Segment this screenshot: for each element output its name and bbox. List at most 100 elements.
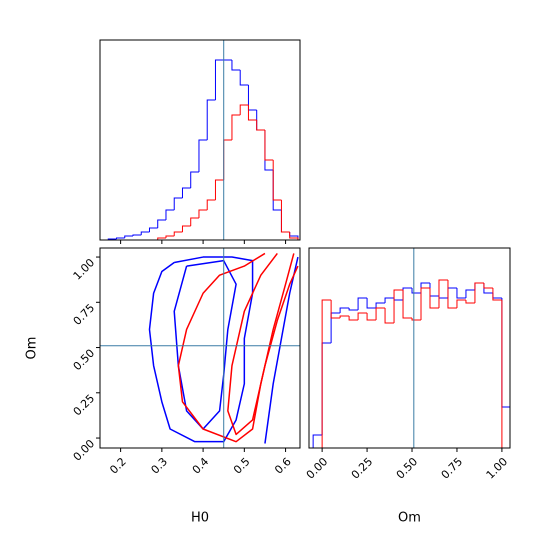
hist-step [214, 179, 224, 200]
hist-step [132, 234, 142, 236]
x-tick-label: 0.5 [231, 455, 253, 477]
hist-step [348, 316, 359, 321]
x-axis-label: H0 [191, 511, 209, 526]
hist-step [456, 299, 466, 308]
x-tick-label: 0.00 [304, 455, 331, 482]
hist-step [420, 287, 430, 320]
hist-step [124, 235, 133, 238]
hist-step [501, 300, 510, 448]
plot-area [312, 248, 510, 448]
contour [227, 252, 299, 436]
hist-step [256, 120, 265, 131]
hist-step [289, 232, 299, 240]
hist-step [330, 300, 341, 319]
hist-step [231, 60, 241, 71]
hist-step [339, 307, 350, 313]
hist-step [438, 296, 448, 299]
hist-step [264, 130, 274, 161]
hist-step [375, 307, 386, 320]
hist-step [256, 110, 265, 131]
hist-step [411, 288, 422, 294]
x-axis-label: Om [398, 511, 421, 526]
y-tick-label: 0.25 [71, 392, 98, 419]
contour [148, 256, 254, 443]
y-tick-label: 0.00 [71, 437, 98, 464]
x-tick-label: 0.25 [349, 455, 376, 482]
y-axis-label: Om [25, 337, 40, 360]
hist-step [157, 219, 166, 228]
x-tick-label: 1.00 [484, 455, 511, 482]
hist-step [280, 200, 290, 233]
hist-step [474, 282, 484, 290]
hist-step [264, 130, 274, 171]
x-tick-label: 0.3 [149, 455, 171, 477]
hist-step [456, 288, 466, 299]
hist-step [165, 235, 175, 238]
hist-step [393, 289, 404, 323]
frame [99, 39, 301, 241]
hist-step [181, 225, 191, 232]
hist-step [312, 434, 323, 448]
hist-step [429, 288, 439, 309]
hist-step [223, 139, 232, 180]
hist-step [492, 288, 502, 301]
plot-area [100, 248, 300, 448]
y-tick-label: 1.00 [71, 256, 98, 283]
hist-step [339, 315, 350, 318]
hist-step [474, 282, 484, 303]
hist-step [173, 231, 183, 236]
hist-step [148, 227, 158, 232]
hist-step [447, 280, 457, 309]
hist-step [366, 298, 377, 309]
hist-step [206, 199, 216, 210]
hist-step [181, 187, 191, 198]
hist-step [272, 160, 282, 201]
hist-step [115, 237, 125, 239]
hist-step [429, 283, 439, 297]
hist-step [402, 290, 413, 319]
hist-step [239, 104, 249, 115]
hist-step [247, 85, 257, 111]
hist-step [165, 209, 175, 220]
hist-step [247, 105, 257, 121]
hist-step [492, 293, 502, 299]
hist-step [411, 318, 422, 321]
hist-step [483, 283, 493, 289]
x-tick-label: 0.6 [272, 455, 294, 477]
hist-step [190, 217, 199, 226]
hist-step [402, 287, 413, 300]
contour [177, 252, 295, 443]
hist-step [280, 210, 290, 233]
contour [264, 256, 299, 444]
hist-step [214, 59, 224, 100]
hist-step [366, 313, 377, 321]
hist-step [272, 170, 282, 211]
hist-step [231, 114, 241, 140]
hist-step [198, 209, 208, 218]
x-tick-label: 0.4 [190, 455, 212, 477]
hist-step [173, 197, 183, 210]
hist-step [321, 299, 332, 448]
hist-step [384, 308, 395, 324]
hist-step [157, 237, 166, 240]
hist-step [375, 302, 386, 308]
hist-step [198, 139, 208, 172]
hist-step [239, 70, 249, 86]
x-tick-label: 0.2 [107, 455, 129, 477]
x-tick-label: 0.75 [439, 455, 466, 482]
hist-step [190, 171, 199, 188]
plot-area [100, 40, 299, 240]
hist-step [384, 297, 395, 303]
hist-step [321, 342, 332, 435]
hist-step [465, 300, 475, 304]
hist-step [438, 279, 448, 308]
y-tick-label: 0.50 [71, 347, 98, 374]
hist-step [289, 232, 299, 240]
hist-step [140, 231, 150, 235]
hist-step [357, 312, 368, 320]
y-tick-label: 0.75 [71, 301, 98, 328]
x-tick-label: 0.50 [394, 455, 421, 482]
hist-step [447, 287, 457, 298]
contour [173, 259, 237, 430]
